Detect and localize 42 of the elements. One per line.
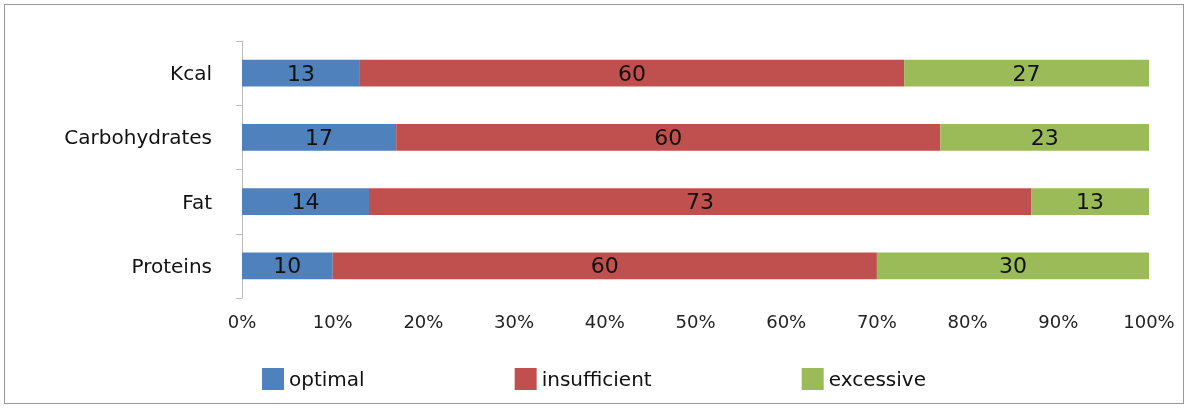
legend-label: insufficient (541, 367, 652, 391)
x-tick-label: 50% (675, 310, 716, 332)
bar (242, 188, 369, 216)
bar (904, 59, 1149, 87)
data-label: 30 (998, 253, 1027, 279)
y-tick-label: Fat (182, 189, 213, 214)
data-label: 10 (273, 253, 302, 279)
data-label: 60 (590, 253, 619, 279)
data-label: 27 (1012, 60, 1041, 86)
data-label: 60 (618, 60, 647, 86)
x-tick-label: 80% (947, 310, 988, 332)
x-tick-label: 20% (403, 310, 444, 332)
data-label: 73 (686, 189, 715, 215)
x-tick-label: 10% (312, 310, 353, 332)
data-label: 13 (286, 60, 315, 86)
x-tick-label: 70% (856, 310, 897, 332)
bar (359, 59, 905, 87)
bar (332, 252, 877, 280)
x-tick-label: 60% (766, 310, 807, 332)
bar (242, 59, 360, 87)
data-label: 14 (291, 189, 320, 215)
y-tick-label: Kcal (170, 61, 212, 86)
x-tick-label: 100% (1123, 310, 1175, 332)
x-tick-label: 30% (494, 310, 535, 332)
data-label: 23 (1030, 124, 1059, 150)
bar (1031, 188, 1149, 216)
bar (368, 188, 1032, 216)
bar (242, 123, 397, 151)
legend-label: optimal (289, 367, 365, 391)
x-tick-label: 40% (584, 310, 625, 332)
bar (242, 252, 333, 280)
bar (876, 252, 1149, 280)
legend-label: excessive (828, 367, 926, 391)
data-label: 17 (305, 124, 334, 150)
x-tick-label: 0% (227, 310, 257, 332)
y-tick-label: Proteins (131, 253, 212, 278)
y-tick-label: Carbohydrates (64, 125, 212, 150)
bar (940, 123, 1149, 151)
data-label: 60 (654, 124, 683, 150)
x-tick-label: 90% (1038, 310, 1079, 332)
data-label: 13 (1076, 189, 1105, 215)
bar (396, 123, 941, 151)
